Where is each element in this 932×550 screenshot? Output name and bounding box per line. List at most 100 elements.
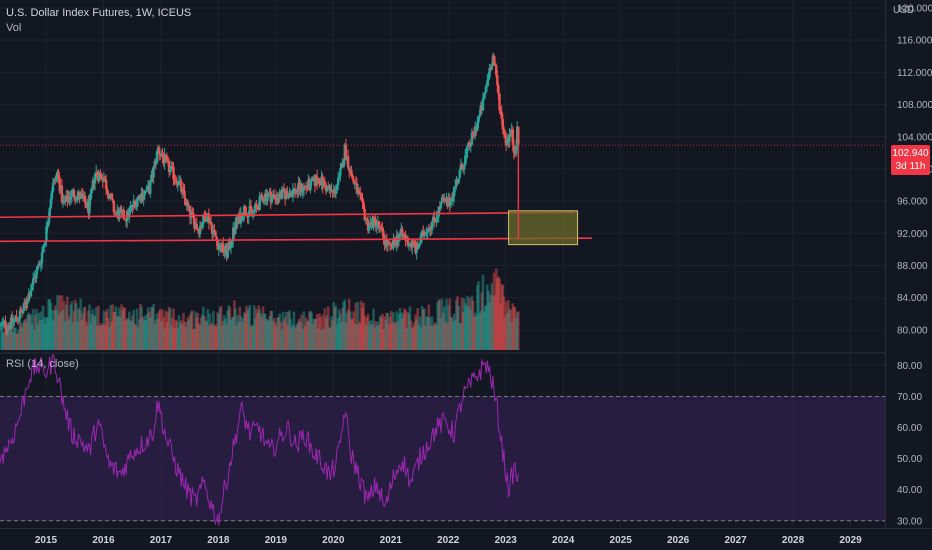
volume-bar	[66, 296, 69, 350]
candle-body	[234, 221, 237, 234]
volume-bar	[465, 306, 468, 350]
candle-body	[382, 230, 385, 240]
rsi-tick-label: 60.00	[897, 423, 922, 434]
candle-body	[362, 201, 365, 209]
volume-bar	[52, 309, 56, 350]
time-tick-label: 2028	[782, 535, 805, 546]
volume-bar	[88, 304, 91, 350]
volume-bar	[450, 317, 454, 350]
candle-body	[302, 185, 306, 191]
candle-body	[366, 219, 370, 231]
volume-bar	[228, 307, 232, 350]
volume-bar	[257, 305, 260, 350]
volume-bar	[479, 310, 483, 350]
candle-body	[342, 159, 345, 168]
candle-body	[251, 211, 255, 213]
candle-body	[433, 216, 436, 221]
candle-body	[31, 278, 35, 286]
candle-body	[435, 217, 438, 222]
volume-bar	[374, 321, 378, 350]
time-tick-label: 2024	[552, 535, 575, 546]
rsi-axis[interactable]: 30.00 40.00 50.00 60.00 70.00 80.00	[897, 361, 922, 527]
candle-body	[267, 193, 270, 197]
volume-bar	[167, 306, 171, 350]
volume-bar	[10, 329, 14, 350]
candle-body	[477, 116, 480, 123]
volume-bar	[214, 324, 217, 350]
volume-bar	[223, 315, 226, 350]
candle-body	[202, 214, 205, 225]
candle-body	[304, 186, 308, 188]
volume-bar	[152, 304, 155, 350]
support-line-upper[interactable]	[0, 211, 575, 219]
current-price-value: 102.940	[892, 148, 929, 159]
volume-bar	[60, 295, 64, 350]
candle-body	[70, 190, 74, 197]
volume-bar	[512, 306, 516, 350]
volume-bar	[364, 324, 368, 350]
volume-bar	[213, 326, 216, 350]
volume-bar	[294, 325, 298, 350]
volume-bar	[333, 307, 337, 350]
time-axis[interactable]: 2015 2016 2017 2018 2019 2020 2021 2022 2023 2024…	[35, 535, 862, 546]
candle-body	[15, 316, 18, 320]
candle-body	[255, 204, 258, 206]
volume-bar	[421, 309, 425, 350]
volume-bar	[155, 313, 159, 350]
candle-body	[0, 323, 3, 326]
volume-bar	[351, 318, 354, 350]
volume-bar	[438, 300, 442, 350]
volume-bar	[328, 327, 331, 350]
volume-bar	[484, 305, 488, 350]
candle-body	[83, 196, 87, 204]
time-tick-label: 2022	[437, 535, 460, 546]
volume-bar	[419, 327, 423, 350]
volume-bar	[496, 278, 499, 350]
volume-bar	[17, 329, 21, 350]
volume-bar	[188, 314, 192, 350]
candle-body	[254, 204, 257, 211]
volume-bar	[97, 305, 100, 350]
volume-bar	[330, 316, 333, 350]
volume-bar	[224, 318, 227, 350]
drawings[interactable]	[0, 144, 885, 246]
volume-bar	[458, 323, 462, 350]
volume-bar	[517, 311, 520, 350]
candle-body	[329, 186, 332, 191]
volume-bar	[147, 311, 151, 350]
symbol-title[interactable]: U.S. Dollar Index Futures, 1W, ICEUS	[6, 7, 192, 19]
volume-bar	[314, 318, 318, 350]
volume-bar	[173, 327, 176, 350]
volume-bar	[208, 313, 212, 350]
volume-bar	[120, 304, 123, 350]
volume-label[interactable]: Vol	[6, 22, 22, 34]
candle-body	[163, 154, 166, 164]
volume-bar	[273, 322, 277, 350]
volume-bar	[382, 329, 385, 350]
target-box[interactable]	[508, 210, 579, 246]
volume-bar	[442, 306, 446, 350]
volume-bar	[90, 313, 94, 350]
volume-bar	[502, 296, 506, 350]
volume-bar	[335, 324, 339, 350]
rsi-label[interactable]: RSI (14, close)	[6, 358, 79, 370]
volume-bar	[352, 311, 355, 350]
volume-bar	[113, 312, 117, 350]
volume-bar	[445, 298, 448, 350]
candle-body	[241, 216, 245, 220]
candle-body	[216, 240, 219, 250]
rsi-tick-label: 40.00	[897, 485, 922, 496]
candle-body	[252, 210, 256, 212]
volume-bar	[274, 325, 278, 350]
candle-body	[439, 202, 443, 209]
candle-body	[436, 216, 439, 218]
candle-body	[40, 252, 44, 264]
candle-body	[161, 155, 164, 158]
time-tick-label: 2019	[265, 535, 288, 546]
candle-body	[423, 232, 426, 237]
volume-bar	[412, 326, 415, 350]
volume-bar	[86, 325, 89, 350]
candle-body	[182, 188, 185, 191]
support-line-lower[interactable]	[0, 237, 592, 243]
